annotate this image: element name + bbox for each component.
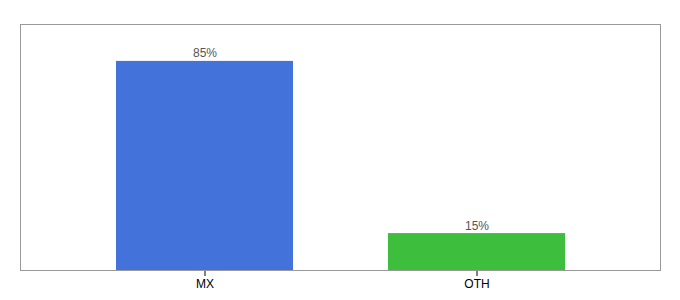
svg-text:15%: 15% (465, 219, 489, 233)
svg-text:OTH: OTH (464, 277, 489, 291)
svg-text:85%: 85% (193, 46, 217, 60)
svg-text:MX: MX (196, 277, 214, 291)
